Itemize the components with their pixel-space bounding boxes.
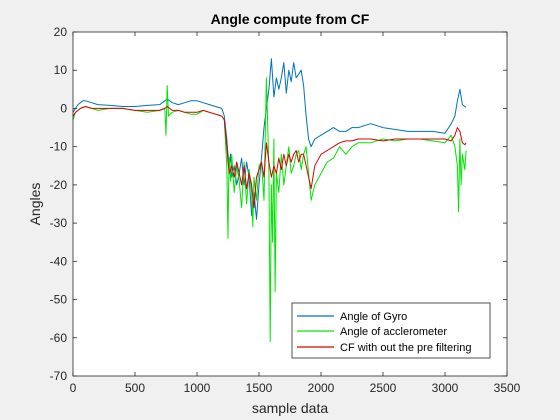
series-line-accelerometer: [72, 77, 467, 343]
legend: Angle of Gyro Angle of acclerometer CF w…: [291, 302, 491, 359]
series-line-cf: [72, 106, 467, 209]
x-tick-label: 3500: [494, 381, 521, 395]
x-tick-label: 3000: [432, 381, 459, 395]
legend-label-gyro: Angle of Gyro: [340, 311, 407, 323]
y-tick-label: 0: [60, 101, 67, 115]
x-tick-label: 0: [70, 381, 77, 395]
y-axis-label: Angles: [27, 183, 43, 226]
y-tick-label: 10: [54, 63, 68, 77]
legend-label-accelerometer: Angle of acclerometer: [340, 326, 447, 338]
x-tick-label: 2000: [308, 381, 335, 395]
y-ticks: 20 10 0 -10 -20 -30 -40 -50 -60 -70: [50, 25, 507, 383]
series-layer: [72, 58, 467, 343]
x-tick-label: 500: [125, 381, 145, 395]
x-tick-label: 2500: [370, 381, 397, 395]
chart-title: Angle compute from CF: [211, 11, 370, 27]
y-tick-label: -20: [50, 178, 68, 192]
x-tick-label: 1000: [184, 381, 211, 395]
y-tick-label: -60: [50, 331, 68, 345]
y-tick-label: -10: [50, 140, 68, 154]
x-ticks: 0 500 1000 1500 2000 2500 3000 3500: [70, 32, 521, 395]
y-tick-label: -30: [50, 216, 68, 230]
x-tick-label: 1500: [246, 381, 273, 395]
y-tick-label: -50: [50, 293, 68, 307]
y-tick-label: 20: [54, 25, 68, 39]
legend-label-cf: CF with out the pre filtering: [340, 342, 471, 354]
y-tick-label: -70: [50, 369, 68, 383]
x-axis-label: sample data: [252, 400, 328, 416]
y-tick-label: -40: [50, 254, 68, 268]
axes-box: [72, 31, 508, 377]
